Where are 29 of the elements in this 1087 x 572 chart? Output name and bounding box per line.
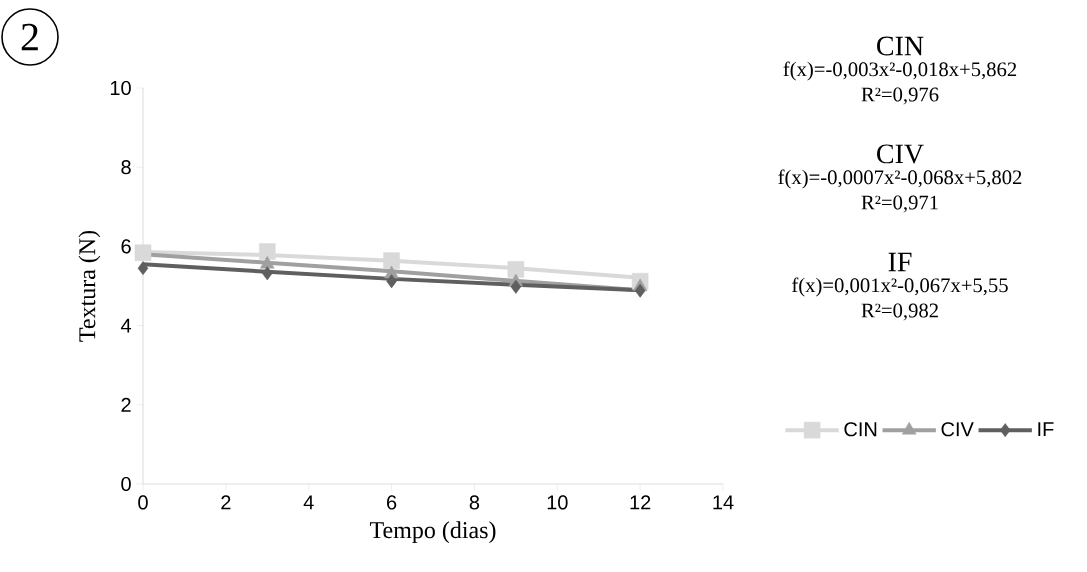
text: R²=0,982 bbox=[861, 303, 938, 321]
y-tick-label: 8 bbox=[121, 160, 131, 175]
x-tick-label: 0 bbox=[138, 495, 148, 510]
y-tick-label: 10 bbox=[110, 80, 131, 96]
x-tick-label: 14 bbox=[713, 495, 734, 510]
legend-label: CIN bbox=[844, 422, 877, 437]
y-tick-label: 2 bbox=[121, 397, 131, 412]
text: CIN bbox=[877, 36, 924, 56]
text: f(x)=-0,0007x²-0,068x+5,802 bbox=[778, 169, 1022, 189]
text: 2 bbox=[21, 23, 38, 51]
text: IF bbox=[888, 252, 912, 272]
y-tick-label: 6 bbox=[121, 239, 131, 254]
text: CIV bbox=[877, 144, 924, 164]
legend-label: CIV bbox=[941, 422, 974, 437]
x-tick-label: 8 bbox=[469, 495, 480, 510]
text: R²=0,971 bbox=[861, 195, 938, 213]
text: R²=0,976 bbox=[861, 87, 939, 105]
legend-label: IF bbox=[1038, 422, 1054, 437]
x-tick-label: 4 bbox=[303, 495, 314, 510]
text: f(x)=-0,003x²-0,018x+5,862 bbox=[783, 61, 1017, 81]
x-tick-label: 6 bbox=[387, 495, 397, 510]
text: f(x)=0,001x²-0,067x+5,55 bbox=[792, 277, 1008, 297]
y-tick-label: 4 bbox=[120, 318, 132, 333]
y-tick-label: 0 bbox=[121, 476, 131, 492]
x-tick-label: 10 bbox=[547, 495, 568, 510]
y-axis-title: Textura (N) bbox=[78, 230, 101, 342]
x-axis-title: Tempo (dias) bbox=[369, 521, 496, 544]
x-tick-label: 12 bbox=[630, 495, 651, 510]
x-tick-label: 2 bbox=[221, 495, 231, 510]
